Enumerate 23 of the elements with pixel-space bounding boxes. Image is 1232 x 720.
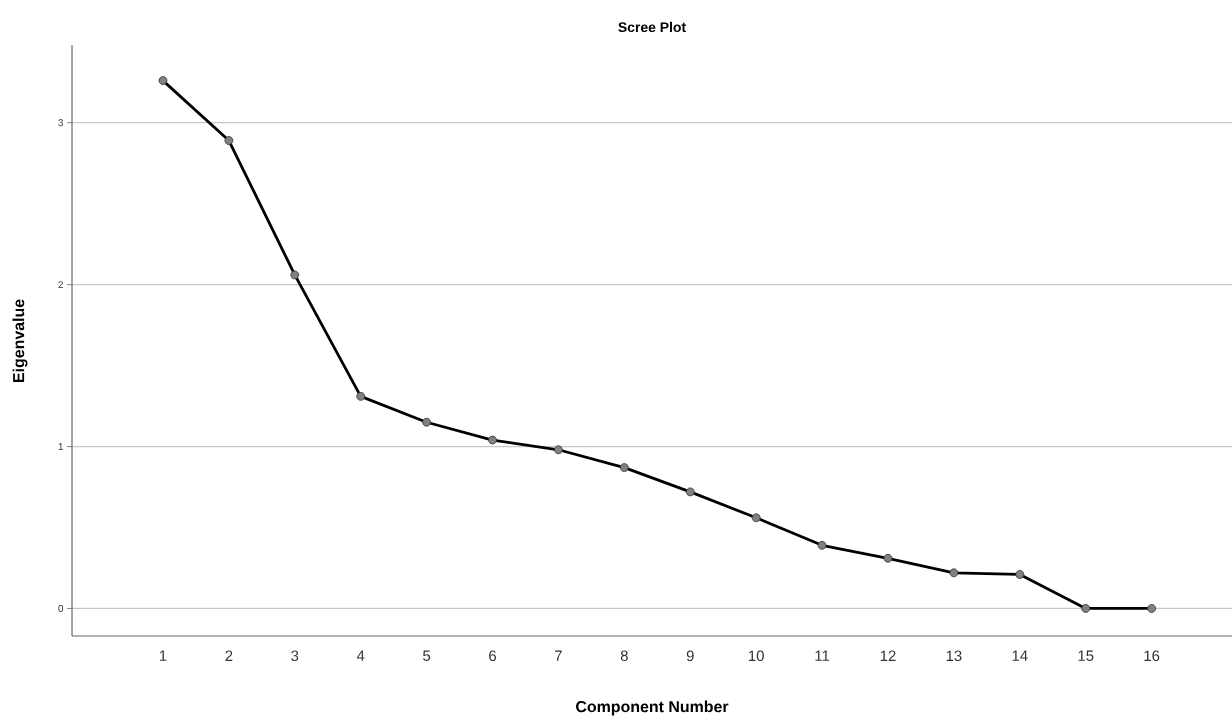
x-tick-label: 6	[489, 650, 497, 662]
x-tick-label: 16	[1144, 650, 1160, 662]
y-axis-title: Eigenvalue	[12, 299, 28, 382]
chart-title: Scree Plot	[618, 21, 686, 33]
x-tick-label: 3	[291, 650, 299, 662]
x-tick-label: 12	[880, 650, 896, 661]
x-tick-label: 11	[815, 650, 830, 661]
x-tick-label: 5	[423, 650, 431, 661]
x-tick-label: 8	[620, 650, 628, 662]
x-tick-label: 4	[356, 650, 365, 661]
y-tick-label: 1	[58, 443, 64, 450]
x-tick-label: 1	[159, 650, 167, 661]
x-tick-label: 10	[748, 650, 764, 662]
x-tick-label: 14	[1012, 650, 1028, 661]
x-tick-label: 15	[1078, 650, 1094, 661]
x-tick-label: 9	[686, 650, 694, 662]
y-tick-label: 0	[58, 604, 64, 612]
y-tick-label: 2	[58, 281, 63, 289]
x-tick-label: 2	[225, 650, 233, 661]
x-tick-label: 13	[946, 650, 962, 662]
x-axis-title: Component Number	[576, 700, 729, 716]
y-tick-label: 3	[58, 119, 64, 127]
x-tick-label: 7	[555, 650, 562, 661]
